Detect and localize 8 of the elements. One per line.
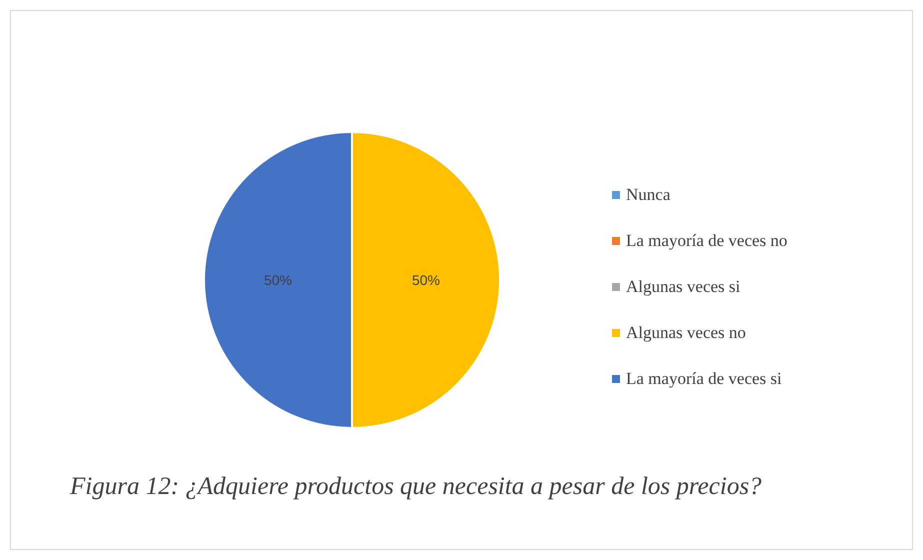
- data-label: 50%: [412, 272, 440, 288]
- data-label: 50%: [264, 272, 292, 288]
- legend-label: Algunas veces si: [626, 277, 740, 297]
- legend-label: Nunca: [626, 185, 670, 205]
- legend-label: La mayoría de veces no: [626, 231, 788, 251]
- legend-label: La mayoría de veces si: [626, 369, 782, 389]
- text: Figura 12: ¿Adquiere productos que necesita a pesar de los precios?: [70, 473, 762, 500]
- legend-label: Algunas veces no: [626, 323, 746, 343]
